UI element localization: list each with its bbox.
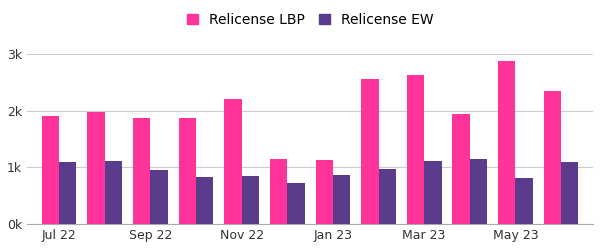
Bar [41,116,59,224]
Bar [224,99,242,224]
Bar [88,112,104,224]
Bar [196,177,213,224]
Bar [452,114,470,224]
Bar [470,159,487,224]
Legend: Relicense LBP, Relicense EW: Relicense LBP, Relicense EW [187,13,433,27]
Bar [544,91,561,224]
Bar [59,162,76,224]
Bar [150,170,167,224]
Bar [407,75,424,224]
Bar [287,183,305,224]
Bar [316,160,333,224]
Bar [361,79,379,224]
Bar [270,159,287,224]
Bar [333,175,350,224]
Bar [515,178,533,224]
Bar [498,61,515,224]
Bar [379,169,396,224]
Bar [133,118,150,224]
Bar [179,119,196,224]
Bar [242,176,259,224]
Bar [561,162,578,224]
Bar [104,161,122,224]
Bar [424,161,442,224]
